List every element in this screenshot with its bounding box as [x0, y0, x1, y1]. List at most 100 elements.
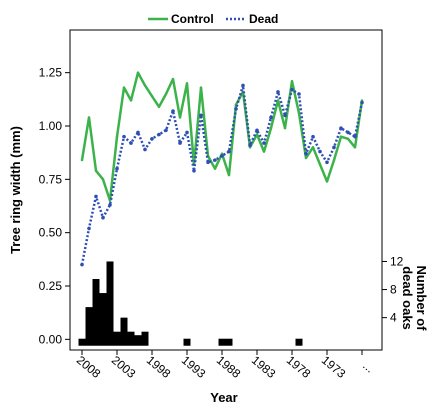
series-point-dead	[80, 262, 84, 267]
y-tick-label: 1.25	[39, 66, 63, 80]
series-point-dead	[325, 160, 329, 165]
series-point-control	[94, 169, 98, 172]
x-axis: 2008 2003 1998 1993 1988 1983 1978 1973...	[74, 350, 377, 381]
y-tick-label: 0.00	[39, 332, 63, 346]
series-point-dead	[192, 169, 196, 173]
dead-oaks-bar	[141, 331, 149, 346]
series-point-dead	[129, 141, 133, 145]
series-point-dead	[269, 115, 273, 120]
series-point-control	[304, 156, 308, 160]
series-point-dead	[115, 166, 119, 171]
series-point-dead	[353, 134, 357, 139]
dead-oaks-bars	[78, 261, 303, 346]
x-axis-label: Year	[210, 390, 237, 405]
y-tick-label: 0.75	[39, 172, 63, 186]
x-tick-label: 1988	[214, 353, 244, 381]
x-tick-label: 1993	[179, 353, 209, 381]
series-point-control	[276, 99, 280, 102]
series-point-dead	[94, 194, 98, 199]
series-point-dead	[255, 128, 259, 133]
series-point-dead	[248, 143, 252, 147]
dead-oaks-bar	[127, 331, 135, 346]
x-tick-label: 2003	[109, 353, 139, 381]
series-point-dead	[178, 141, 182, 145]
series-point-control	[101, 178, 105, 181]
series-point-dead	[206, 160, 210, 165]
dead-oaks-bar	[218, 338, 226, 346]
series-point-dead	[241, 83, 245, 88]
dead-oaks-bar	[92, 279, 100, 346]
series-point-control	[150, 94, 154, 98]
series-point-control	[115, 135, 119, 138]
dead-oaks-bar	[120, 317, 128, 346]
y2-tick-label: 8	[390, 283, 397, 297]
legend: Control Dead	[148, 12, 278, 26]
dead-oaks-bar	[99, 293, 107, 346]
dead-oaks-bar	[225, 338, 233, 346]
series-point-control	[353, 146, 357, 149]
series-point-control	[332, 158, 336, 162]
series-point-dead	[283, 113, 287, 118]
series-point-dead	[318, 149, 322, 154]
series-point-dead	[101, 215, 105, 220]
series-point-control	[122, 86, 126, 89]
series-point-dead	[157, 132, 161, 137]
plot-area	[69, 29, 383, 351]
x-tick-label: 2008	[74, 353, 104, 381]
series-point-dead	[171, 109, 175, 113]
series-point-control	[311, 146, 315, 149]
legend-dead-label: Dead	[249, 12, 278, 26]
series-point-control	[325, 180, 329, 183]
series-point-control	[136, 71, 140, 74]
series-dead	[80, 83, 364, 267]
series-point-control	[318, 163, 322, 166]
series-point-control	[290, 80, 294, 83]
legend-control-label: Control	[171, 12, 214, 26]
dead-oaks-bar	[85, 307, 93, 346]
series-point-control	[262, 150, 266, 153]
series-point-control	[339, 135, 343, 138]
dead-oaks-bar	[134, 335, 142, 346]
series-point-dead	[290, 87, 294, 92]
x-tick-label: 1978	[284, 353, 314, 381]
x-tick-label: 1973	[319, 353, 349, 381]
y2-tick-label: 4	[390, 311, 397, 325]
series-point-control	[108, 199, 112, 202]
series-point-control	[269, 126, 273, 130]
series-point-control	[164, 92, 168, 96]
series-point-dead	[360, 100, 364, 105]
series-point-dead	[108, 203, 112, 207]
series-point-dead	[213, 158, 217, 162]
series-point-dead	[332, 145, 336, 150]
series-point-control	[213, 167, 217, 170]
series-point-dead	[311, 134, 315, 139]
y2-axis-label-line2: dead oaks	[400, 266, 415, 330]
x-tick-label: ...	[360, 358, 377, 375]
series-point-dead	[143, 147, 147, 152]
series-point-dead	[150, 137, 154, 141]
series-point-control	[199, 86, 203, 89]
y-tick-label: 0.25	[39, 279, 63, 293]
dead-oaks-bar	[106, 261, 114, 346]
series-point-dead	[346, 130, 350, 135]
y-tick-label: 0.50	[39, 226, 63, 240]
series-point-control	[185, 82, 189, 85]
series-point-control	[178, 116, 182, 119]
series-point-dead	[234, 107, 238, 111]
series-point-dead	[122, 134, 126, 139]
series-point-dead	[185, 130, 189, 135]
dead-oaks-bar	[113, 331, 121, 346]
series-point-dead	[136, 130, 140, 135]
dead-oaks-bar	[295, 338, 303, 346]
series-point-control	[129, 99, 133, 102]
series-point-dead	[262, 141, 266, 145]
y-axis: 0.00 0.25 0.50 0.75 1.00 1.25	[39, 66, 70, 346]
x-tick-label: 1998	[144, 353, 174, 381]
series-point-dead	[227, 149, 231, 154]
series-point-control	[157, 105, 161, 109]
dead-oaks-bar	[78, 338, 86, 346]
y2-axis: 4 8 12	[382, 254, 404, 325]
series-point-control	[80, 158, 84, 162]
series-control	[80, 71, 364, 202]
